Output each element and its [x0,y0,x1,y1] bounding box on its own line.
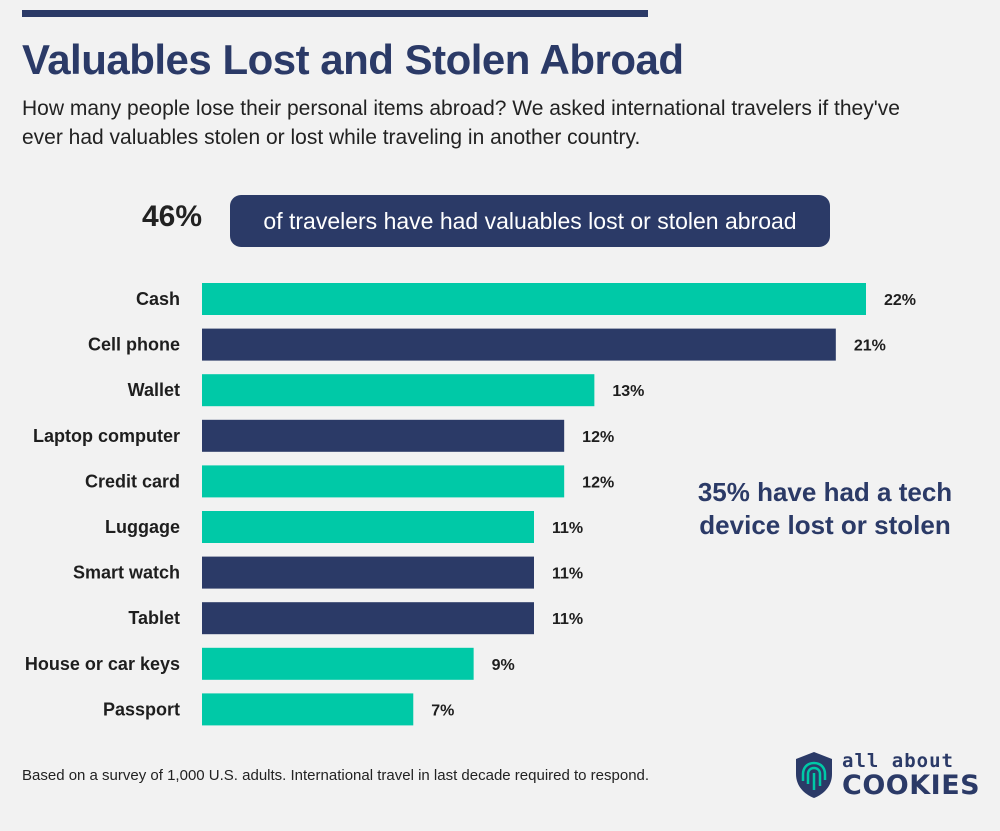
value-label-smart-watch: 11% [552,566,583,583]
logo-text-bottom: COOKIES [842,770,981,801]
chart-title: Valuables Lost and Stolen Abroad [22,36,684,83]
bar-chart: Cash 22% Cell phone 21% Wallet 13% Laptop comp… [25,283,916,726]
category-label-wallet: Wallet [128,380,180,400]
bar-passport [202,693,414,726]
footnote: Based on a survey of 1,000 U.S. adults. … [22,767,650,784]
all-about-cookies-logo: all about COOKIES [792,750,980,802]
bar-tablet [202,602,534,635]
logo-text-top: all about [842,750,954,772]
bar-credit-card [202,465,565,498]
top-rule [22,10,648,17]
value-label-credit-card: 12% [582,474,614,491]
highlight-pill: of travelers have had valuables lost or … [230,195,830,247]
category-label-passport: Passport [103,699,180,719]
category-label-laptop-computer: Laptop computer [33,426,180,446]
category-label-smart-watch: Smart watch [73,563,180,583]
value-label-luggage: 11% [552,520,583,537]
category-label-house-or-car-keys: House or car keys [25,654,180,674]
bar-luggage [202,511,534,543]
category-label-credit-card: Credit card [85,471,180,491]
bar-cash [202,283,866,315]
value-label-wallet: 13% [612,383,644,400]
category-label-tablet: Tablet [128,608,180,628]
bar-house-or-car-keys [202,647,474,680]
category-label-cell-phone: Cell phone [88,335,180,355]
value-label-passport: 7% [431,702,454,719]
chart-subtitle: How many people lose their personal item… [22,97,900,149]
value-label-tablet: 11% [552,611,583,628]
bar-wallet [202,374,595,407]
fingerprint-shield-icon [796,752,832,798]
value-label-cash: 22% [884,292,916,309]
bar-smart-watch [202,556,534,589]
value-label-house-or-car-keys: 9% [492,657,515,674]
highlight-number: 46% [142,200,203,233]
bar-cell-phone [202,328,836,361]
value-label-cell-phone: 21% [854,338,886,355]
category-label-cash: Cash [136,289,180,309]
tech-device-callout: 35% have had a tech device lost or stole… [697,477,953,540]
value-label-laptop-computer: 12% [582,429,614,446]
category-label-luggage: Luggage [105,517,180,537]
bar-laptop-computer [202,419,565,452]
